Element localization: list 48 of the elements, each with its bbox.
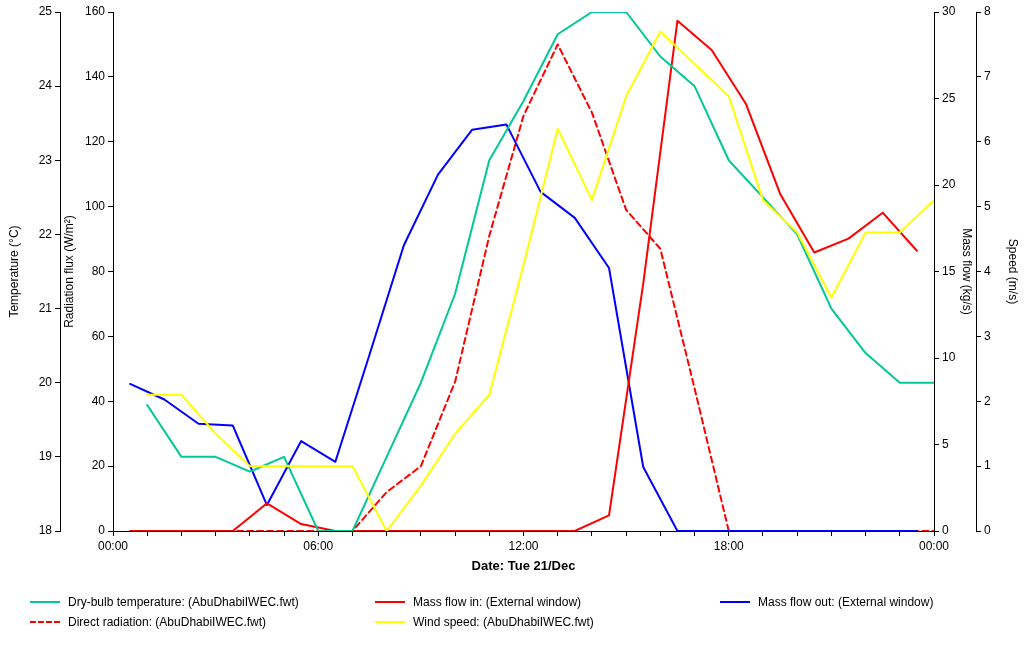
y-tick-label: 4	[984, 263, 991, 278]
y-tick-label: 21	[38, 300, 53, 315]
legend-label: Direct radiation: (AbuDhabiIWEC.fwt)	[68, 615, 267, 629]
y-tick-label: 23	[38, 152, 53, 167]
y-tick-label: 6	[984, 134, 991, 149]
y3-tick-label: 140	[84, 69, 106, 84]
x-axis-title: Date: Tue 21/Dec	[471, 557, 576, 573]
y-tick-label: 3	[984, 328, 991, 343]
y3-tick-label: 80	[91, 263, 106, 278]
y-tick-label: 20	[38, 375, 53, 390]
y3-axis-title: Radiation flux (W/m²)	[61, 215, 76, 328]
legend-label: Mass flow in: (External window)	[413, 595, 582, 609]
legend-label: Wind speed: (AbuDhabiIWEC.fwt)	[413, 615, 594, 629]
y-tick-label: 2	[984, 393, 991, 408]
y-tick-label: 5	[984, 198, 991, 213]
y3-tick-label: 0	[98, 523, 106, 538]
y3-tick-label: 20	[91, 458, 106, 473]
y2-tick-label: 20	[942, 177, 956, 192]
y-tick-label: 18	[38, 523, 53, 538]
y2-tick-label: 30	[942, 4, 956, 19]
y-axis-title: Temperature (°C)	[6, 225, 21, 318]
y3-tick-label: 120	[84, 134, 106, 149]
y2-tick-label: 15	[942, 263, 956, 278]
y3-tick-label: 160	[84, 4, 106, 19]
y-tick-label: 1	[984, 458, 991, 473]
y2-tick-label: 10	[942, 350, 956, 365]
x-tick-label: 00:00	[97, 538, 129, 553]
y2-tick-label: 25	[942, 90, 956, 105]
y-tick-label: 25	[38, 4, 53, 19]
x-tick-label: 18:00	[713, 538, 745, 553]
legend-label: Dry-bulb temperature: (AbuDhabiIWEC.fwt)	[68, 595, 299, 609]
x-tick-label: 00:00	[918, 538, 950, 553]
x-tick-label: 06:00	[303, 538, 334, 553]
y2-axis-title: Mass flow (kg/s)	[960, 228, 975, 315]
y-tick-label: 0	[984, 523, 991, 538]
y3-tick-label: 40	[91, 393, 106, 408]
y-tick-label: 8	[984, 4, 991, 19]
x-tick-label: 12:00	[508, 538, 539, 553]
y2-tick-label: 0	[942, 523, 949, 538]
y3-tick-label: 100	[84, 198, 106, 213]
legend-label: Mass flow out: (External window)	[758, 595, 934, 609]
y3-tick-label: 60	[91, 328, 106, 343]
y-tick-label: 22	[38, 226, 53, 241]
y-tick-label: 19	[38, 449, 53, 464]
y-tick-label: 7	[984, 69, 991, 84]
y2-tick-label: 5	[942, 436, 949, 451]
y-axis-title: Speed (m/s)	[1006, 238, 1021, 305]
y-tick-label: 24	[38, 78, 53, 93]
